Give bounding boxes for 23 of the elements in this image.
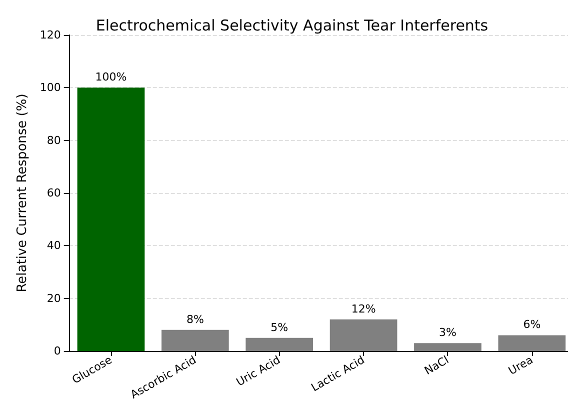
chart-title: Electrochemical Selectivity Against Tear Interferents: [96, 16, 488, 34]
y-tick-label: 120: [40, 28, 61, 42]
y-tick-label: 0: [54, 344, 61, 358]
x-tick-label: Uric Acid: [234, 353, 283, 389]
data-label: 5%: [270, 320, 288, 334]
y-axis-title: Relative Current Response (%): [15, 94, 30, 292]
data-label: 6%: [523, 318, 541, 332]
y-tick-label: 100: [40, 81, 61, 94]
bar: [162, 330, 229, 351]
y-tick-label: 20: [46, 292, 61, 305]
bar: [246, 338, 314, 351]
bar: [414, 343, 482, 351]
bar: [498, 335, 566, 351]
bar: [330, 319, 398, 351]
data-label: 12%: [351, 302, 376, 316]
y-tick-label: 60: [46, 186, 61, 200]
y-tick-label: 40: [46, 239, 61, 252]
y-tick-label: 80: [46, 134, 61, 147]
data-label: 8%: [186, 312, 204, 326]
data-label: 3%: [438, 326, 456, 340]
bar: [77, 88, 145, 351]
data-label: 100%: [95, 70, 127, 84]
x-tick-label: Urea: [506, 353, 536, 378]
